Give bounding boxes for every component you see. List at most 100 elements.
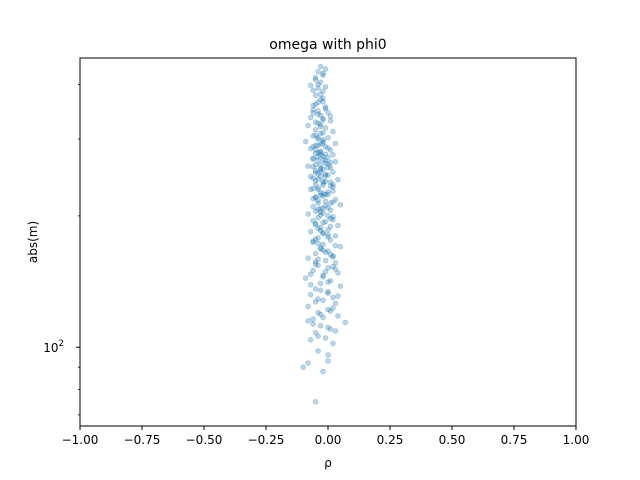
data-point (315, 184, 321, 191)
data-point (322, 257, 329, 264)
data-point (320, 205, 326, 212)
data-point (320, 368, 326, 375)
data-point (307, 271, 314, 278)
data-point (317, 121, 324, 128)
data-point (325, 231, 331, 238)
data-point (307, 82, 314, 89)
data-point (325, 248, 331, 254)
data-point (327, 326, 334, 332)
data-point (317, 322, 324, 329)
data-point (317, 149, 324, 155)
data-point (312, 261, 319, 267)
data-point (317, 209, 324, 215)
data-point (332, 159, 339, 165)
data-point (315, 333, 321, 340)
data-point (327, 159, 334, 166)
data-point (325, 191, 331, 198)
data-point (320, 247, 326, 253)
data-point (325, 352, 331, 358)
data-point (305, 317, 311, 324)
data-point (310, 143, 316, 150)
data-point (315, 197, 321, 204)
data-point (332, 196, 339, 203)
data-point (312, 398, 319, 405)
data-point (325, 134, 331, 141)
data-point (332, 233, 339, 239)
data-point (315, 68, 321, 75)
data-point (315, 214, 321, 221)
data-point (317, 141, 324, 147)
data-point (305, 255, 311, 261)
data-point (310, 238, 316, 244)
data-point (325, 213, 331, 219)
data-point (320, 219, 326, 226)
data-point (327, 223, 334, 230)
data-point (310, 107, 316, 113)
data-point (325, 324, 331, 331)
data-point (320, 190, 326, 197)
data-point (315, 186, 321, 193)
data-point (325, 172, 331, 178)
data-point (325, 145, 331, 151)
data-point (325, 288, 331, 295)
data-point (317, 212, 324, 218)
y-axis-label: abs(m) (26, 221, 40, 263)
data-point (307, 282, 314, 288)
data-point (315, 120, 321, 127)
data-point (330, 181, 336, 188)
data-point (320, 180, 326, 186)
x-tick-label: −0.25 (248, 433, 285, 447)
data-point (310, 155, 316, 162)
data-point (312, 194, 319, 200)
data-point (337, 243, 344, 250)
data-point (315, 176, 321, 182)
data-point (307, 228, 314, 235)
x-tick-label: −0.50 (186, 433, 223, 447)
data-point (317, 161, 324, 168)
x-tick-label: 1.00 (563, 433, 590, 447)
data-point (305, 122, 311, 129)
data-point (310, 110, 316, 116)
data-point (310, 321, 316, 327)
data-point (322, 249, 329, 256)
chart-title: omega with phi0 (269, 37, 386, 53)
data-point (320, 140, 326, 146)
data-point (312, 236, 319, 242)
data-point (335, 176, 341, 183)
data-point (312, 220, 319, 227)
data-point (317, 112, 324, 119)
data-point (305, 360, 311, 366)
data-point (315, 235, 321, 241)
data-point (327, 277, 334, 284)
data-point (307, 337, 314, 343)
data-point (322, 157, 329, 164)
data-point (320, 136, 326, 143)
data-point (325, 164, 331, 171)
data-point (317, 91, 324, 98)
data-point (325, 306, 331, 313)
data-point (312, 92, 319, 99)
data-point (322, 268, 329, 275)
x-axis-label: ρ (324, 456, 332, 470)
y-tick-label: 102 (43, 339, 64, 355)
data-point (325, 161, 331, 167)
y-axis: 102 (43, 84, 80, 416)
data-point (335, 313, 341, 319)
data-point (317, 311, 324, 318)
data-point (310, 267, 316, 274)
x-axis: −1.00 −0.75 −0.50 −0.25 0.00 0.25 0.50 0.75 1.00 (62, 426, 590, 447)
data-point (315, 225, 321, 232)
data-point (315, 348, 321, 354)
data-point (312, 74, 319, 81)
data-point (330, 128, 336, 135)
data-point (327, 215, 334, 222)
data-point (315, 99, 321, 106)
data-point (322, 84, 329, 90)
data-point (337, 202, 344, 208)
data-point (317, 173, 324, 180)
data-point (310, 217, 316, 224)
data-point (317, 63, 324, 70)
data-point (315, 206, 321, 213)
data-point (315, 142, 321, 149)
